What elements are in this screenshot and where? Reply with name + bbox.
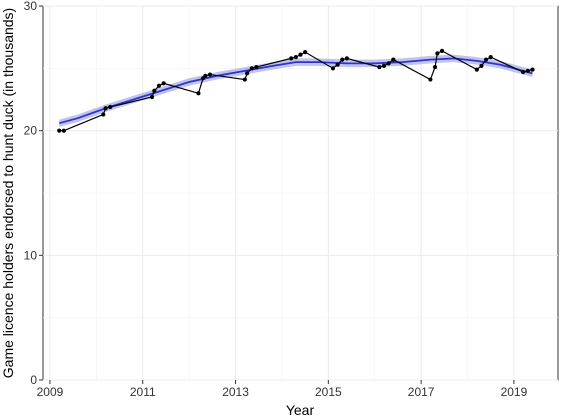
data-point <box>101 112 106 117</box>
data-line <box>59 50 533 132</box>
data-point <box>249 66 254 71</box>
data-point <box>377 64 382 70</box>
data-point <box>386 61 391 66</box>
data-point <box>161 81 166 86</box>
data-point <box>242 77 247 82</box>
y-axis-title: Game licence holders endorsed to hunt du… <box>0 8 16 378</box>
y-tick-label: 10 <box>24 248 38 262</box>
data-point <box>340 57 345 62</box>
y-tick-label: 0 <box>30 373 37 387</box>
data-point <box>479 63 484 68</box>
data-point <box>428 77 433 82</box>
data-point <box>203 73 208 78</box>
data-point <box>293 55 298 60</box>
data-point <box>335 62 340 67</box>
x-tick-label: 2019 <box>501 385 528 399</box>
data-point <box>57 128 62 133</box>
data-point <box>61 128 66 133</box>
data-point <box>303 50 308 55</box>
data-points <box>57 48 535 133</box>
data-point <box>196 91 201 96</box>
data-point <box>483 57 489 62</box>
data-point <box>391 57 396 62</box>
observed-line <box>59 50 533 132</box>
data-point <box>488 55 493 60</box>
data-point <box>439 48 445 53</box>
smooth-line <box>59 57 533 125</box>
data-point <box>525 68 530 73</box>
data-point <box>381 63 387 68</box>
data-point <box>152 88 157 93</box>
data-point <box>330 66 336 71</box>
y-axis-ticks: 0 10 20 30 <box>24 0 43 387</box>
data-point <box>289 56 294 61</box>
data-point <box>521 69 526 75</box>
x-axis-title: Year <box>286 402 315 418</box>
smooth-trend-line <box>59 57 533 125</box>
data-point <box>474 67 479 72</box>
data-point <box>435 51 440 56</box>
data-point <box>344 56 349 61</box>
data-point <box>207 72 213 77</box>
x-tick-label: 2013 <box>222 385 249 399</box>
data-point <box>103 106 108 111</box>
data-point <box>254 64 259 70</box>
data-point <box>108 104 113 110</box>
x-tick-label: 2011 <box>130 385 156 399</box>
y-tick-label: 20 <box>24 124 38 138</box>
data-point <box>149 94 155 100</box>
data-point <box>432 64 438 70</box>
data-point <box>245 71 250 76</box>
data-point <box>298 52 303 57</box>
data-point <box>156 83 162 88</box>
y-tick-label: 30 <box>24 0 38 13</box>
data-point <box>530 67 535 72</box>
x-tick-label: 2015 <box>315 385 342 399</box>
x-axis-ticks: 2009 2011 2013 2015 2017 2019 <box>37 380 528 399</box>
x-tick-label: 2017 <box>408 385 435 399</box>
x-tick-label: 2009 <box>37 385 64 399</box>
